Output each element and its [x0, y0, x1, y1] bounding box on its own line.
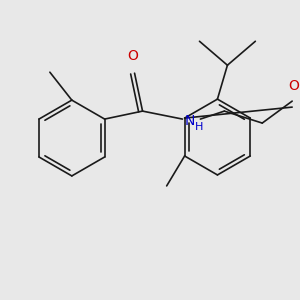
Text: H: H	[194, 122, 203, 132]
Text: O: O	[127, 49, 138, 63]
Text: N: N	[184, 114, 195, 128]
Text: O: O	[289, 79, 300, 93]
